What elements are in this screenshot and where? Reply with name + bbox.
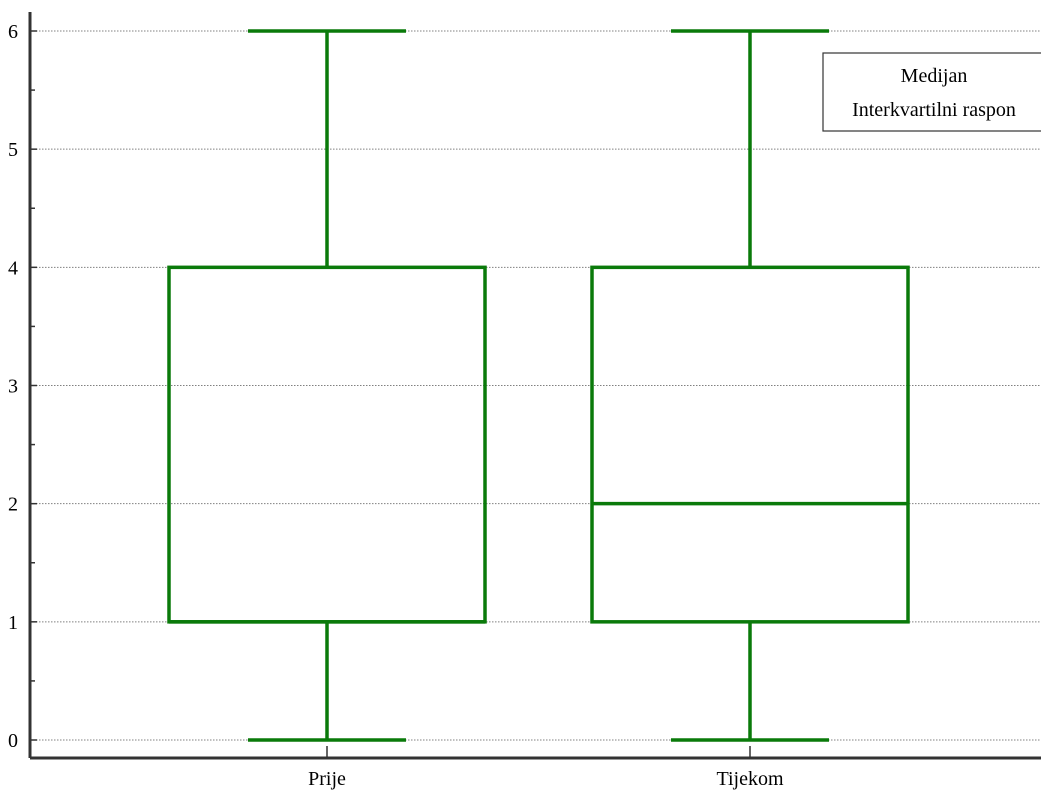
y-tick-label: 5: [8, 139, 18, 161]
box-layer: [167, 29, 910, 742]
y-tick-label: 3: [8, 376, 18, 398]
grid-layer: [30, 30, 1041, 741]
iqr-box: [167, 265, 487, 624]
legend-entry-median: Medijan: [901, 65, 968, 87]
x-category-label: Prije: [308, 768, 346, 790]
x-category-label: Tijekom: [716, 768, 784, 790]
legend: Medijan Interkvartilni raspon: [822, 52, 1041, 132]
iqr-box: [590, 265, 910, 624]
y-tick-label: 1: [8, 612, 18, 634]
y-tick-label: 0: [8, 730, 18, 752]
axis-layer: 0 1 2 3 4 5 6 Prije Tijekom: [8, 12, 1041, 790]
y-tick-label: 2: [8, 494, 18, 516]
y-tick-label: 4: [8, 257, 18, 279]
y-tick-label: 6: [8, 21, 18, 43]
legend-entry-iqr: Interkvartilni raspon: [852, 99, 1016, 121]
legend-frame: [822, 52, 1041, 132]
